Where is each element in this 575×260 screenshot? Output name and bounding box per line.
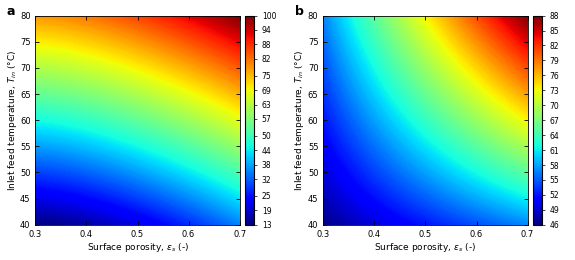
Text: a: a bbox=[7, 5, 16, 18]
X-axis label: Surface porosity, $\varepsilon_s$ (-): Surface porosity, $\varepsilon_s$ (-) bbox=[86, 242, 189, 255]
Y-axis label: Inlet feed temperature, $T_{in}$ (°C): Inlet feed temperature, $T_{in}$ (°C) bbox=[293, 49, 306, 191]
Text: b: b bbox=[295, 5, 304, 18]
X-axis label: Surface porosity, $\varepsilon_s$ (-): Surface porosity, $\varepsilon_s$ (-) bbox=[374, 242, 477, 255]
Y-axis label: Inlet feed temperature, $T_{in}$ (°C): Inlet feed temperature, $T_{in}$ (°C) bbox=[6, 49, 18, 191]
